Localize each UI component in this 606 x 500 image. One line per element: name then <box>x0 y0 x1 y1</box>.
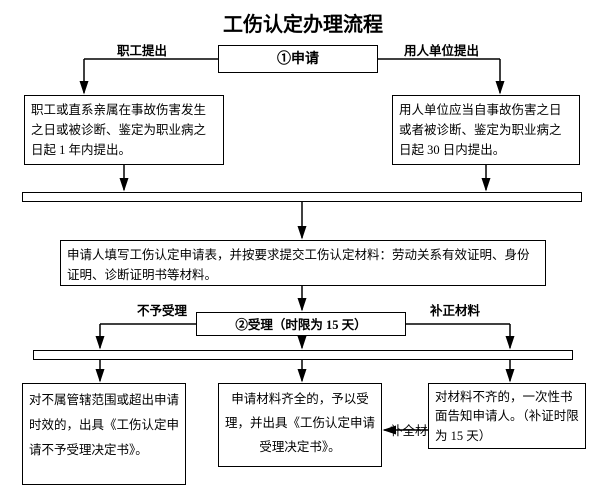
node-lack: 对材料不齐的，一次性书面告知申请人。（补证时限为 15 天） <box>428 383 586 449</box>
node-accept: ②受理（时限为 15 天） <box>196 312 406 336</box>
node-emp-rule: 职工或直系亲属在事故伤害发生之日或被诊断、鉴定为职业病之日起 1 年内提出。 <box>24 95 224 165</box>
node-approve: 申请材料齐全的，予以受理，并出具《工伤认定申请受理决定书》。 <box>218 383 382 467</box>
node-fill-form: 申请人填写工伤认定申请表，并按要求提交工伤认定材料：劳动关系有效证明、身份证明、… <box>60 240 546 286</box>
node-unit-rule: 用人单位应当自事故伤害之日或者被诊断、鉴定为职业病之日起 30 日内提出。 <box>392 95 580 165</box>
label-supplement: 补正材料 <box>428 300 482 319</box>
label-unit-submit: 用人单位提出 <box>402 40 481 59</box>
label-emp-submit: 职工提出 <box>115 40 169 59</box>
split-bar <box>33 350 573 360</box>
merge-bar <box>22 192 582 202</box>
page-title: 工伤认定办理流程 <box>0 8 606 37</box>
node-apply: ①申请 <box>218 45 378 73</box>
node-reject: 对不属管辖范围或超出申请时效的，出具《工伤认定申请不予受理决定书》。 <box>22 383 186 485</box>
label-no-accept: 不予受理 <box>135 300 189 319</box>
